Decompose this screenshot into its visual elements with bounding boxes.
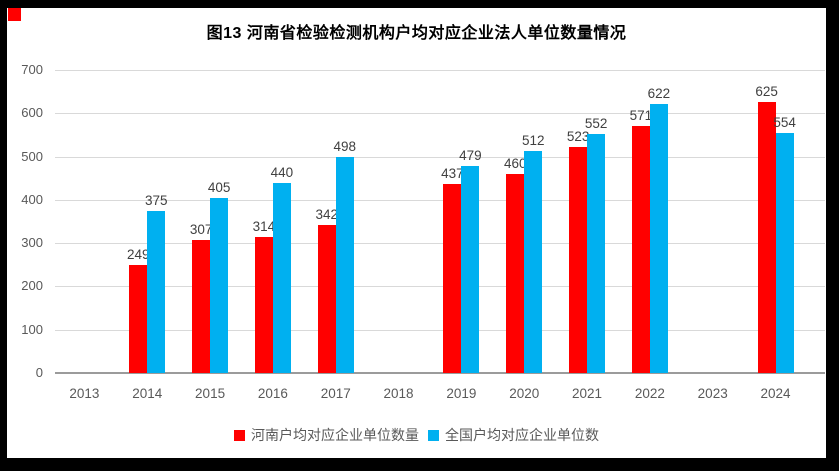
x-axis: 2013 2014 2015 2016 2017 2018 2019 2020 2021 2022… xyxy=(53,386,807,401)
chart-title: 图13 河南省检验检测机构户均对应企业法人单位数量情况 xyxy=(206,25,627,42)
x-axis-label-2015: 2015 xyxy=(195,386,226,401)
legend-label-national: 全国户均对应企业单位数 xyxy=(445,427,599,443)
bar-henan-2015 xyxy=(192,240,211,373)
x-axis-label-2018: 2018 xyxy=(383,386,414,401)
bar-value-label: 307 xyxy=(189,222,213,238)
x-axis-label-2013: 2013 xyxy=(69,386,100,401)
gridline xyxy=(55,156,825,158)
x-axis-label-2024: 2024 xyxy=(760,386,791,401)
bar-henan-2024 xyxy=(757,102,776,373)
legend-swatch-henan xyxy=(234,429,245,441)
x-axis-label-2023: 2023 xyxy=(697,386,728,401)
bar-value-label: 460 xyxy=(503,155,527,171)
bar-henan-2016 xyxy=(254,237,273,373)
legend-swatch-national xyxy=(428,429,439,441)
bar-value-label: 437 xyxy=(441,165,464,181)
bar-value-label: 314 xyxy=(252,219,276,235)
y-axis-label: 500 xyxy=(21,148,43,164)
bar-national-2019 xyxy=(461,165,480,373)
bars-area: 249 375 307 405 314 440 342 498 437 479 460 512 523 5… xyxy=(53,70,807,373)
bar-value-label: 440 xyxy=(270,164,294,180)
bar-national-2016 xyxy=(272,182,291,373)
bar-national-2022 xyxy=(649,103,668,373)
gridline xyxy=(55,199,825,201)
y-axis-label: 100 xyxy=(21,321,43,337)
bar-value-label: 523 xyxy=(566,128,590,144)
gridline xyxy=(55,286,825,288)
x-axis-label-2020: 2020 xyxy=(509,386,540,401)
bar-value-label: 552 xyxy=(584,116,608,132)
legend: 河南户均对应企业单位数量 全国户均对应企业单位数 xyxy=(7,425,826,445)
y-axis-label: 700 xyxy=(21,62,43,77)
plot-area: 700 600 500 400 300 200 100 0 xyxy=(21,62,825,380)
gridline xyxy=(55,70,825,71)
gridline xyxy=(55,329,825,331)
y-axis-label: 400 xyxy=(21,191,43,207)
bar-national-2020 xyxy=(524,151,543,373)
bar-value-label: 512 xyxy=(521,133,545,149)
bar-national-2014 xyxy=(147,210,166,373)
bar-henan-2017 xyxy=(317,224,336,373)
y-axis-label: 200 xyxy=(21,278,43,294)
red-square-marker xyxy=(8,8,21,21)
gridline xyxy=(55,113,825,115)
bar-value-label: 622 xyxy=(647,85,671,101)
bar-henan-2014 xyxy=(129,265,148,373)
bar-value-label: 375 xyxy=(144,192,168,208)
chart-area: 图13 河南省检验检测机构户均对应企业法人单位数量情况 700 600 500 400… xyxy=(7,8,826,458)
y-axis-label: 300 xyxy=(21,235,43,251)
legend-item-henan: 河南户均对应企业单位数量 xyxy=(234,425,419,445)
bar-henan-2020 xyxy=(506,173,525,373)
bar-value-label: 498 xyxy=(333,139,357,155)
x-axis-label-2021: 2021 xyxy=(572,386,603,401)
legend-label-henan: 河南户均对应企业单位数量 xyxy=(251,427,419,443)
bar-value-label: 625 xyxy=(755,84,778,100)
bar-national-2015 xyxy=(210,197,229,373)
bar-national-2021 xyxy=(587,134,606,373)
bar-value-label: 342 xyxy=(315,206,339,222)
bar-value-label: 405 xyxy=(207,179,231,195)
y-axis-label: 600 xyxy=(21,105,43,121)
bar-value-label: 249 xyxy=(126,247,150,263)
bar-henan-2022 xyxy=(631,125,650,373)
bar-value-label: 571 xyxy=(629,107,653,123)
x-axis-label-2016: 2016 xyxy=(257,386,288,401)
bar-value-label: 479 xyxy=(459,147,482,163)
bar-henan-2021 xyxy=(569,146,588,373)
bar-henan-2019 xyxy=(443,183,462,373)
x-axis-label-2014: 2014 xyxy=(132,386,163,401)
x-axis-label-2017: 2017 xyxy=(320,386,351,401)
gridline xyxy=(55,243,825,245)
x-axis-line xyxy=(55,372,825,374)
bar-value-label: 554 xyxy=(773,115,796,131)
y-axis-label: 0 xyxy=(35,365,43,380)
x-axis-label-2022: 2022 xyxy=(634,386,665,401)
x-axis-label-2019: 2019 xyxy=(446,386,477,401)
bar-national-2024 xyxy=(775,133,794,373)
legend-item-national: 全国户均对应企业单位数 xyxy=(428,425,599,445)
bar-national-2017 xyxy=(335,157,354,373)
